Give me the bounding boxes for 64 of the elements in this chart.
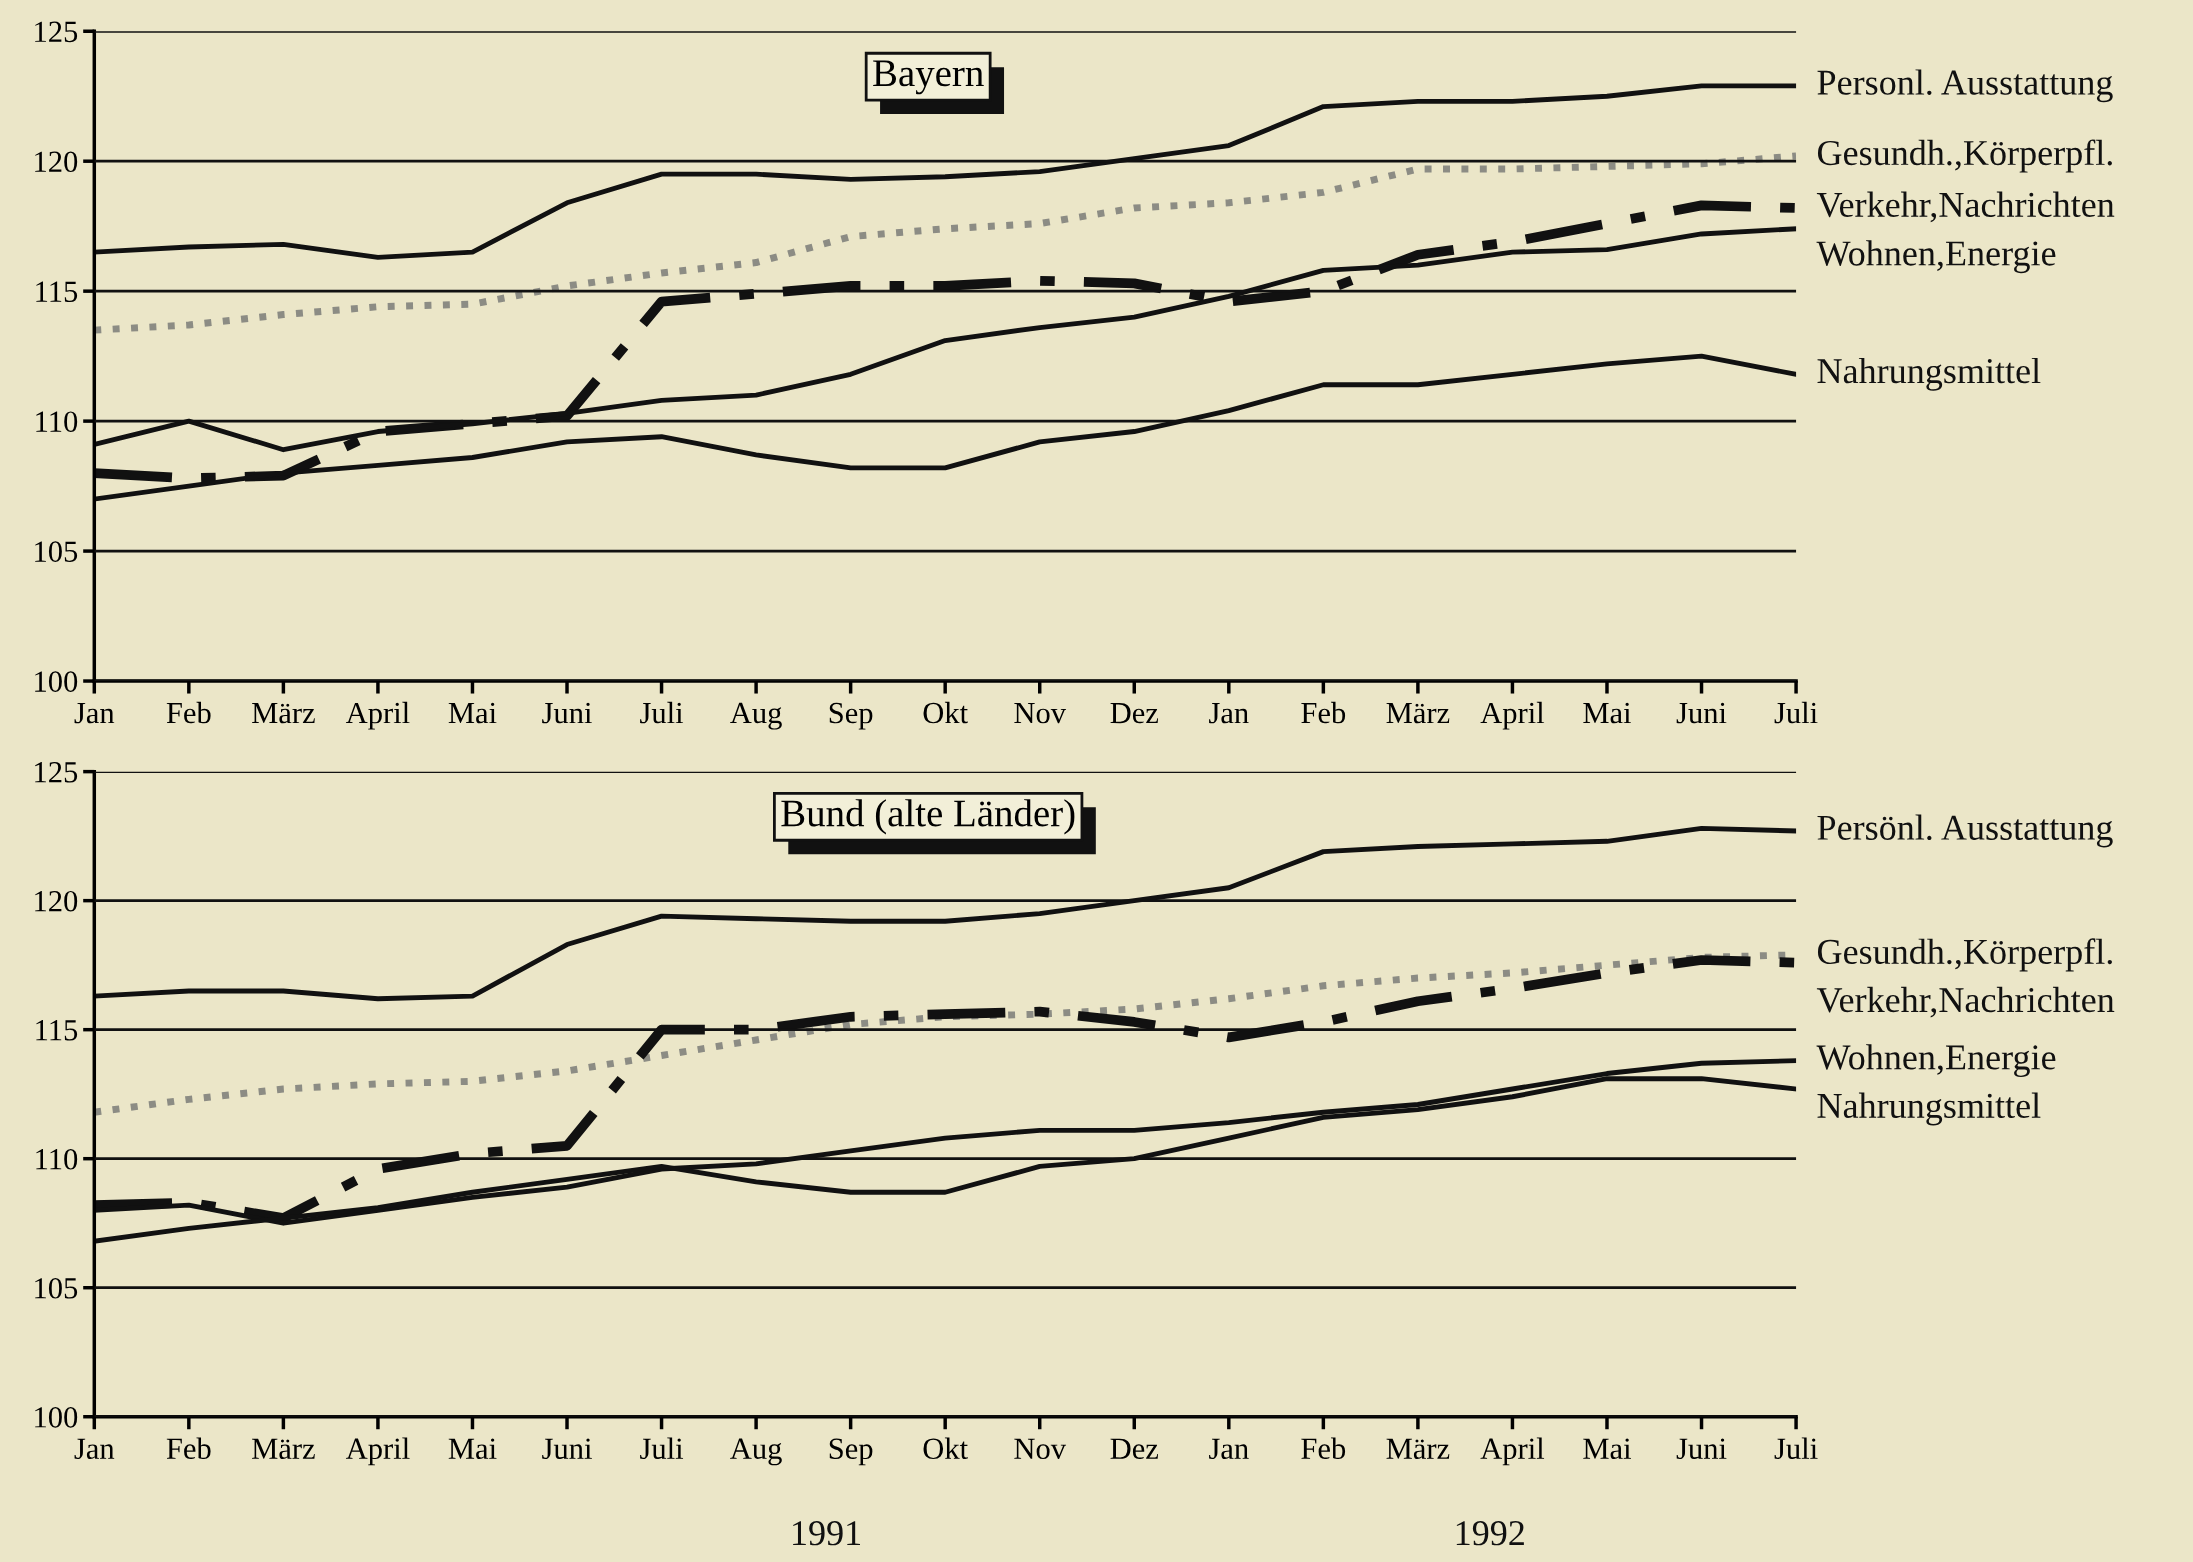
x-tick-label: März — [1386, 703, 1450, 724]
x-tick-label: Jan — [74, 703, 115, 724]
series-label: Nahrungsmittel — [1817, 357, 2041, 391]
x-tick-label: Juli — [640, 1437, 684, 1460]
x-tick-label: Juni — [542, 702, 592, 724]
x-tick-label: Jan — [74, 1438, 115, 1460]
x-tick-label: Juli — [1774, 701, 1818, 724]
x-tick-label: Mai — [1583, 1438, 1632, 1460]
x-tick-label: April — [1480, 701, 1545, 730]
series-label: Wohnen,Energie — [1816, 240, 2056, 274]
x-tick-label: März — [252, 1438, 315, 1460]
x-tick-label: April — [345, 1437, 410, 1466]
series-label: Gesundh.,Körperpfl. — [1817, 938, 2112, 972]
y-tick-label: 100 — [35, 671, 78, 692]
x-tick-label: Nov — [1014, 1438, 1067, 1460]
y-tick-label: 115 — [36, 1020, 78, 1041]
x-tick-label: Feb — [1301, 701, 1346, 724]
x-tick-label: Jan — [1209, 1438, 1249, 1460]
y-tick-label: 125 — [35, 21, 78, 43]
series-label: Wohnen,Energie — [1816, 1044, 2056, 1078]
x-tick-label: Nov — [1014, 703, 1067, 724]
y-tick-label: 125 — [35, 762, 78, 783]
x-tick-label: Juni — [1676, 1438, 1727, 1460]
series-label: Gesundh.,Körperpfl. — [1817, 139, 2112, 173]
x-tick-label: Juli — [1774, 1437, 1818, 1460]
x-tick-label: Dez — [1110, 1438, 1159, 1460]
series-label: Persönl. Ausstattung — [1817, 814, 2113, 848]
y-tick-label: 120 — [35, 151, 78, 173]
y-tick-label: 110 — [36, 1148, 78, 1170]
y-tick-label: 110 — [36, 411, 78, 433]
text: 1991 — [793, 1521, 860, 1546]
text: Bayern — [873, 60, 984, 95]
x-tick-label: Okt — [923, 701, 968, 724]
text: 1992 — [1456, 1521, 1524, 1546]
y-tick-label: 100 — [35, 1407, 78, 1428]
x-tick-label: Feb — [166, 701, 211, 724]
x-tick-label: Sep — [829, 1438, 873, 1466]
x-tick-label: Juni — [542, 1438, 592, 1460]
x-tick-label: Okt — [923, 1437, 968, 1460]
x-tick-label: April — [345, 701, 410, 730]
x-tick-label: Mai — [1583, 702, 1632, 724]
x-tick-label: April — [1480, 1437, 1545, 1466]
x-tick-label: Mai — [448, 702, 497, 724]
x-tick-label: Jan — [1209, 703, 1249, 724]
x-tick-label: Dez — [1110, 703, 1159, 724]
y-tick-label: 105 — [35, 1277, 78, 1299]
x-tick-label: Juli — [640, 701, 684, 724]
x-tick-label: Aug — [730, 1438, 782, 1466]
y-tick-label: 120 — [35, 890, 78, 912]
y-tick-label: 105 — [35, 541, 78, 562]
y-tick-label: 115 — [36, 281, 78, 303]
series-label: Nahrungsmittel — [1817, 1092, 2041, 1126]
x-tick-label: Aug — [730, 702, 782, 730]
text: Bund (alte Länder) — [781, 799, 1075, 835]
series-label: Personl. Ausstattung — [1817, 69, 2113, 103]
x-tick-label: Mai — [448, 1438, 497, 1460]
x-tick-label: Juni — [1676, 702, 1727, 724]
x-tick-label: Sep — [829, 702, 873, 730]
x-tick-label: März — [252, 703, 315, 724]
x-tick-label: Feb — [1301, 1437, 1346, 1460]
x-tick-label: März — [1386, 1438, 1450, 1460]
x-tick-label: Feb — [166, 1437, 211, 1460]
series-label: Verkehr,Nachrichten — [1816, 986, 2115, 1018]
series-label: Verkehr,Nachrichten — [1816, 191, 2115, 223]
